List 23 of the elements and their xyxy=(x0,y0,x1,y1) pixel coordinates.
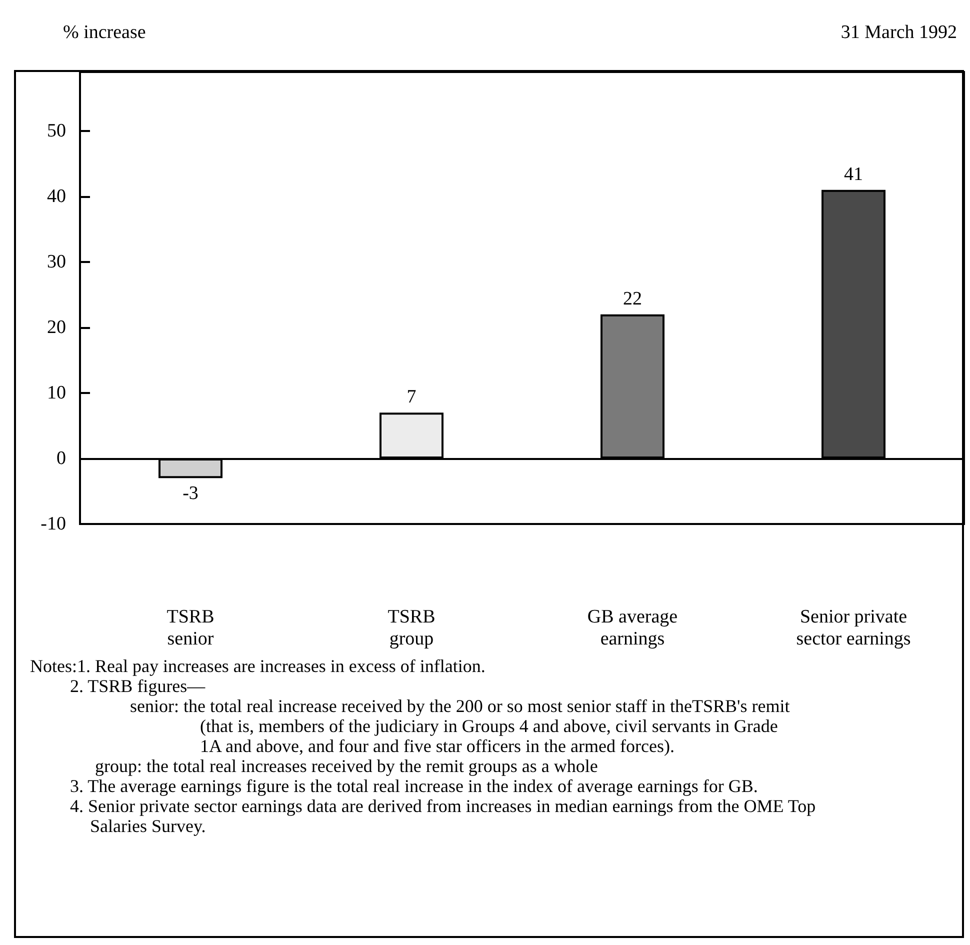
text: 2. TSRB figures— xyxy=(69,676,206,696)
y-tick-label: 0 xyxy=(56,448,66,469)
chart-title: % increase xyxy=(63,22,146,43)
y-tick-label: 50 xyxy=(47,120,66,142)
text: Notes:1. Real pay increases are increases in excess of inflation. xyxy=(30,656,486,676)
text: 3. The average earnings figure is the total real increase in the index of average earnings for GB. xyxy=(69,776,759,796)
x-tick-label: TSRB group xyxy=(388,606,436,650)
data-label: -3 xyxy=(182,483,198,504)
x-tick-label: Senior private sector earnings xyxy=(796,606,911,650)
y-tick-label: 40 xyxy=(47,186,66,207)
y-tick-label: 30 xyxy=(47,251,66,272)
data-label: 7 xyxy=(406,386,416,408)
text: senior: the total real increase received by the 200 or so most senior staff in theTSRB's remit (that is, members of the judiciary in Groups 4 and above, civil servants in Grade 1A and above, and four and five star officers in the armed forces). xyxy=(129,696,791,756)
y-tick-label: 20 xyxy=(47,316,66,338)
x-tick-label: TSRB senior xyxy=(166,606,214,650)
y-tick-label: -10 xyxy=(40,514,66,534)
text: group: the total real increases received by the remit groups as a whole xyxy=(94,756,599,776)
data-label: 22 xyxy=(623,288,642,310)
chart-subtitle: 31 March 1992 xyxy=(840,22,958,43)
x-tick-label: GB average earnings xyxy=(587,606,678,650)
data-label: 41 xyxy=(844,164,863,185)
y-tick-label: 10 xyxy=(47,382,66,404)
text: 4. Senior private sector earnings data are derived from increases in median earnings from the OME Top Salaries Survey. xyxy=(69,796,817,836)
